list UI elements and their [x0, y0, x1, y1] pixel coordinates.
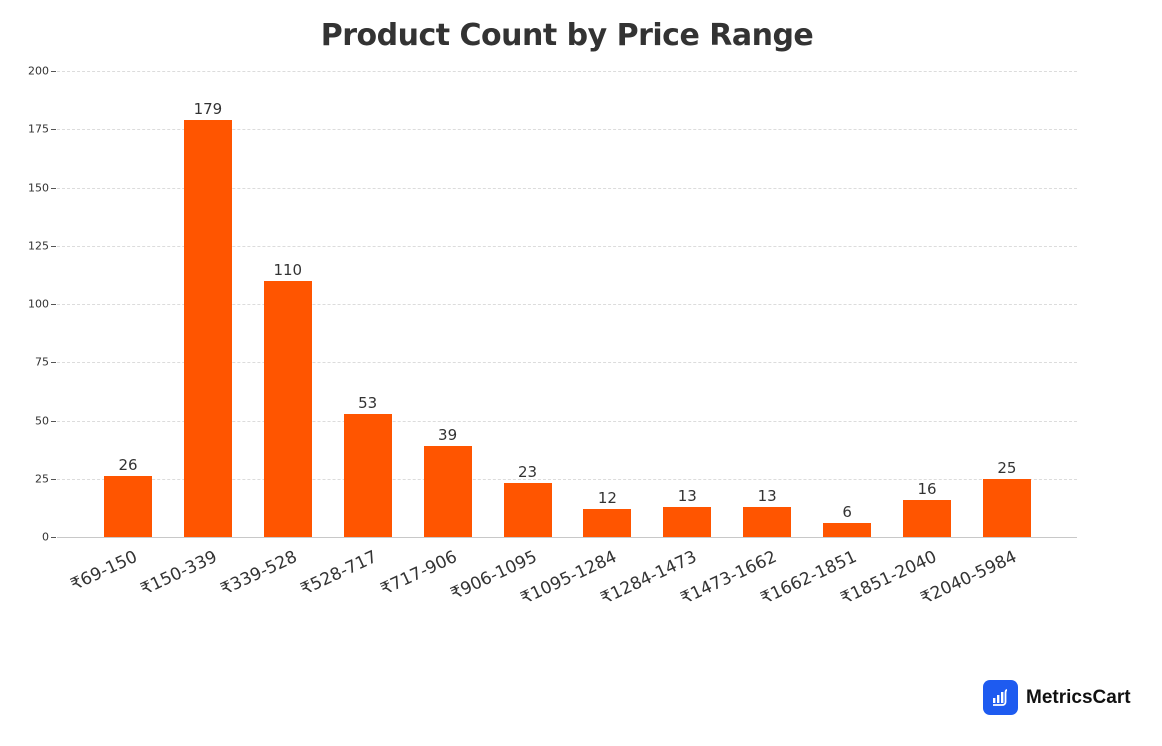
gridline: [57, 478, 1077, 480]
bar[interactable]: [743, 506, 792, 537]
gridline: [57, 304, 1077, 305]
chart-title: Product Count by Price Range: [320, 18, 814, 53]
gridline: [57, 420, 1077, 422]
gridline: [57, 71, 1077, 72]
bar[interactable]: [903, 499, 951, 537]
x-tick-label: ₹528-717: [297, 547, 380, 600]
bar-value-label: 25: [997, 458, 1017, 477]
y-tick-mark: [51, 362, 56, 364]
y-tick-mark: [51, 71, 56, 72]
bar-value-label: 13: [677, 486, 697, 505]
x-tick-label: ₹339-528: [217, 547, 301, 600]
x-axis-line: [57, 537, 1077, 538]
bar[interactable]: [104, 476, 152, 537]
y-tick-mark: [51, 245, 56, 247]
bar[interactable]: [823, 523, 872, 537]
y-tick-mark: [51, 478, 56, 480]
x-tick-label: ₹717-906: [377, 547, 460, 600]
y-tick-label: 125: [28, 239, 49, 253]
gridline: [57, 129, 1077, 131]
y-tick-label: 100: [28, 297, 49, 311]
bar-value-label: 23: [517, 463, 538, 482]
plot-area: 0 25 50 75 100 125 150 175 200 26 ₹69-150 179 ₹150-3…: [28, 65, 1077, 609]
gridline: [57, 245, 1077, 247]
bar[interactable]: [423, 446, 472, 537]
bar[interactable]: [982, 478, 1031, 537]
bar-value-label: 39: [438, 426, 458, 445]
bar-value-label: 12: [597, 489, 617, 508]
y-tick-label: 0: [42, 530, 49, 544]
bar[interactable]: [503, 483, 552, 537]
y-tick-mark: [51, 420, 56, 422]
y-tick-label: 25: [35, 472, 49, 486]
x-tick-label: ₹150-339: [137, 547, 221, 600]
y-tick-label: 200: [28, 64, 49, 78]
bar[interactable]: [583, 509, 632, 537]
bar-value-label: 16: [917, 479, 937, 498]
bar[interactable]: [263, 280, 312, 537]
brand-logo: MetricsCart: [983, 680, 1131, 715]
y-tick-mark: [51, 187, 56, 189]
y-tick-mark: [51, 304, 56, 305]
y-tick-label: 50: [35, 414, 49, 427]
bar-value-label: 13: [757, 486, 777, 505]
bar[interactable]: [663, 506, 712, 537]
gridline: [57, 362, 1077, 364]
bar-chart-cart-icon: [983, 680, 1018, 715]
y-tick-mark: [51, 129, 56, 131]
bar-value-label: 110: [273, 260, 303, 279]
bar-value-label: 179: [193, 99, 223, 118]
y-tick-mark: [51, 537, 56, 538]
y-tick-label: 175: [28, 122, 49, 136]
y-tick-label: 75: [35, 355, 49, 369]
x-tick-label: ₹69-150: [67, 547, 141, 596]
brand-name: MetricsCart: [1026, 686, 1131, 708]
bar-value-label: 26: [118, 456, 138, 475]
bar-value-label: 6: [842, 503, 852, 522]
gridline: [57, 187, 1077, 189]
bar-value-label: 53: [358, 393, 378, 412]
bar[interactable]: [343, 413, 392, 537]
bar[interactable]: [183, 119, 232, 537]
y-tick-label: 150: [28, 181, 49, 194]
